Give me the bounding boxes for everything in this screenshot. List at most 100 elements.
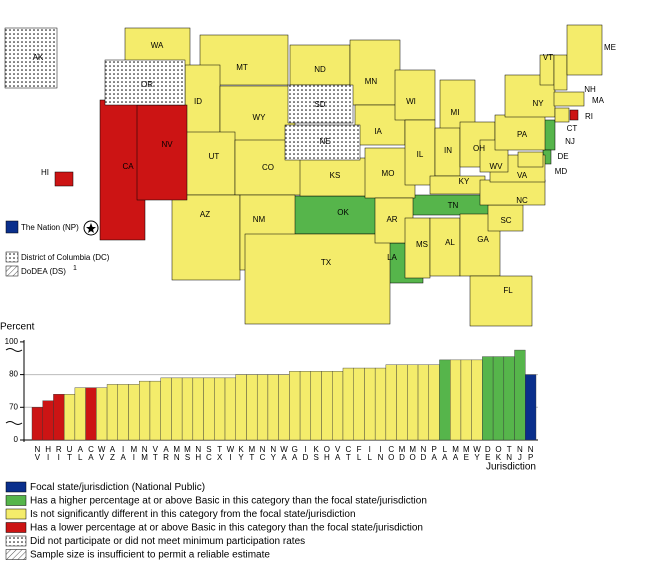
bar [85,387,97,441]
state [469,275,533,327]
x-tick-label: IN [376,445,385,461]
state-label: MN [365,77,378,86]
x-tick-label: MA [451,445,460,461]
state-label: AZ [200,210,210,219]
state [404,217,431,279]
x-tick-label: MO [408,445,417,461]
x-tick-label: SC [204,445,213,461]
y-tick-label: 70 [9,402,18,411]
state-label: MS [416,240,428,249]
bar [106,384,118,441]
state [289,44,351,86]
state [289,195,381,235]
x-tick-label: AZ [108,445,117,461]
state-label: MO [382,169,395,178]
state [54,171,74,187]
x-tick-label: IA [119,445,128,461]
legend-swatch [5,481,27,493]
state-label: AR [386,215,397,224]
bar [128,384,140,441]
y-axis-title: Percent [0,322,35,333]
bar [439,359,451,441]
state [287,84,354,124]
state-label: WI [406,97,416,106]
bar [192,377,204,441]
state [349,39,401,106]
state [244,233,391,325]
state-label: UT [209,152,220,161]
state-label: IA [374,127,382,136]
bar [450,359,462,441]
x-tick-label: TX [215,445,224,461]
state-label: MI [451,108,460,117]
state-label: WV [490,162,504,171]
bar [428,364,440,441]
x-tick-label: IL [365,445,374,461]
state-label: MA [592,96,605,105]
bar [407,364,419,441]
state-label: IL [417,150,424,159]
bar [299,371,312,441]
bar [160,377,172,441]
state-label: SC [500,216,511,225]
bar [256,374,269,441]
state [554,107,570,123]
state-label: CT [567,124,578,133]
state-label: CA [122,162,134,171]
x-tick-label: CA [86,445,95,461]
ds-note: 1 [73,265,77,272]
legend-label: Has a higher percentage at or above Basi… [30,496,427,507]
state [394,69,436,121]
state [553,54,568,91]
state-label: DE [557,152,568,161]
bar [482,356,494,441]
x-tick-label: PA [430,445,439,461]
x-tick-label: AR [162,445,171,461]
x-tick-label: GA [290,445,299,461]
bar [53,394,65,441]
state-label: NM [253,215,266,224]
state-label: SD [314,100,325,109]
x-tick-label: NM [140,445,149,461]
x-tick-label: NC [258,445,267,461]
state-label: PA [517,130,528,139]
state [487,204,524,232]
x-tick-label: MT [247,445,256,461]
dc-swatch [5,251,19,263]
bar [267,374,279,441]
state-label: NV [161,140,173,149]
state [429,217,461,277]
bar [42,400,54,441]
bar [525,374,537,441]
legend: Focal state/jurisdiction (National Publi… [5,481,427,561]
bar [514,349,526,441]
legend-swatch [5,495,27,506]
bar [289,371,301,441]
bar [139,380,151,441]
x-tick-label: ID [301,445,310,461]
legend-label: Focal state/jurisdiction (National Publi… [30,482,205,493]
state-label: ND [314,65,326,74]
bar [203,377,215,441]
bar [332,371,344,441]
bar [224,377,236,441]
x-tick-label: WA [279,445,288,461]
x-tick-label: NJ [515,445,524,461]
ds-label: DoDEA (DS) [21,267,66,276]
x-tick-label: AL [76,445,85,461]
state [404,119,436,186]
x-tick-label: ND [419,445,428,461]
bar [471,359,483,441]
state-label: TN [448,201,459,210]
bar [492,356,505,441]
bar [246,374,258,441]
x-tick-label: NY [269,445,278,461]
state [184,64,221,146]
x-tick-label: ME [462,445,471,461]
nation-swatch [5,220,19,234]
x-tick-label: KS [312,445,321,461]
state-label: AL [445,238,455,247]
state [566,24,603,76]
state-label: RI [585,112,593,121]
